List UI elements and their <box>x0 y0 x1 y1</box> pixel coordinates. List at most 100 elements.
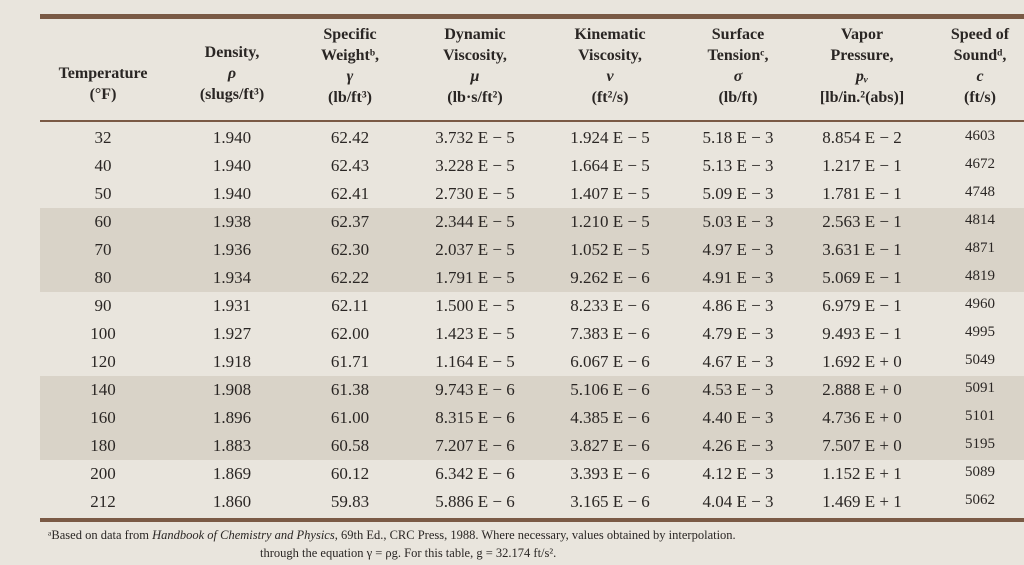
table-cell: 1.210 E − 5 <box>570 212 650 231</box>
table-cell: 6.979 E − 1 <box>822 296 902 315</box>
header-line: Surface <box>711 26 765 43</box>
table-cell: 4.97 E − 3 <box>702 240 774 259</box>
header-line: (ft/s) <box>964 89 996 106</box>
table-cell: 1.664 E − 5 <box>570 156 650 175</box>
table-cell: 3.165 E − 6 <box>570 492 650 511</box>
table-cell: 60 <box>94 212 112 231</box>
header-line: μ <box>470 68 480 85</box>
table-cell: 1.940 <box>212 184 252 203</box>
header-line: pᵥ <box>855 68 869 85</box>
table-cell: 1.936 <box>212 240 252 259</box>
table-cell: 212 <box>90 492 116 511</box>
table-cell: 1.927 <box>212 324 252 343</box>
table-cell: 2.730 E − 5 <box>435 184 515 203</box>
footnote-a: ᵃBased on data from Handbook of Chemistr… <box>48 528 736 543</box>
column-header: Temperature (°F) <box>38 63 168 105</box>
header-line: ρ <box>227 65 237 82</box>
table-cell: 1.500 E − 5 <box>435 296 515 315</box>
table-cell: 62.00 <box>330 324 370 343</box>
table-cell: 61.00 <box>330 408 370 427</box>
table-cell: 120 <box>90 352 116 371</box>
table-cell: 4.91 E − 3 <box>702 268 774 287</box>
header-line: (slugs/ft³) <box>199 86 265 103</box>
header-line: ν <box>606 68 614 85</box>
table-cell: 4.67 E − 3 <box>702 352 774 371</box>
table-cell: 4960 <box>965 296 995 312</box>
table-cell: 4.40 E − 3 <box>702 408 774 427</box>
table-cell: 1.052 E − 5 <box>570 240 650 259</box>
table-cell: 61.71 <box>330 352 370 371</box>
table-cell: 1.938 <box>212 212 252 231</box>
table-cell: 40 <box>94 156 112 175</box>
table-cell: 9.493 E − 1 <box>822 324 902 343</box>
table-cell: 62.11 <box>331 296 369 315</box>
header-line: (ft²/s) <box>591 89 629 106</box>
header-line: c <box>976 68 984 85</box>
table-cell: 5101 <box>965 408 995 424</box>
header-line: Density, <box>204 44 260 61</box>
table-cell: 7.207 E − 6 <box>435 436 515 455</box>
table-cell: 5.106 E − 6 <box>570 380 650 399</box>
table-cell: 61.38 <box>330 380 370 399</box>
table-cell: 4.53 E − 3 <box>702 380 774 399</box>
table-cell: 8.315 E − 6 <box>435 408 515 427</box>
table-cell: 5089 <box>965 464 995 480</box>
table-cell: 3.228 E − 5 <box>435 156 515 175</box>
column-header: Surface Tensionᶜ, σ (lb/ft) <box>673 24 803 108</box>
table-cell: 62.22 <box>330 268 370 287</box>
table-cell: 60.58 <box>330 436 370 455</box>
table-cell: 9.743 E − 6 <box>435 380 515 399</box>
table-cell: 5.09 E − 3 <box>702 184 774 203</box>
table-cell: 200 <box>90 464 116 483</box>
table-cell: 4819 <box>965 268 995 284</box>
table-cell: 1.931 <box>212 296 252 315</box>
table-cell: 32 <box>94 128 112 147</box>
table-cell: 1.407 E − 5 <box>570 184 650 203</box>
header-line: Pressure, <box>830 47 894 64</box>
table-cell: 100 <box>90 324 116 343</box>
table-cell: 3.827 E − 6 <box>570 436 650 455</box>
footnote-source: Handbook of Chemistry and Physics <box>152 528 335 542</box>
table-cell: 1.883 <box>212 436 252 455</box>
table-cell: 1.860 <box>212 492 252 511</box>
bottom-rule <box>40 518 1024 522</box>
header-line: Soundᵈ, <box>953 47 1007 64</box>
table-cell: 1.940 <box>212 128 252 147</box>
table-cell: 1.869 <box>212 464 252 483</box>
table-cell: 9.262 E − 6 <box>570 268 650 287</box>
column-header: Dynamic Viscosity, μ (lb·s/ft²) <box>410 24 540 108</box>
table-cell: 3.393 E − 6 <box>570 464 650 483</box>
table-cell: 1.217 E − 1 <box>822 156 902 175</box>
table-cell: 4.736 E + 0 <box>822 408 902 427</box>
footnote-text: ᵃBased on data from <box>48 528 153 542</box>
table-cell: 4.26 E − 3 <box>702 436 774 455</box>
table-cell: 7.383 E − 6 <box>570 324 650 343</box>
table-cell: 5091 <box>965 380 995 396</box>
header-line: Specific <box>323 26 377 43</box>
column-header: Kinematic Viscosity, ν (ft²/s) <box>545 24 675 108</box>
header-line: γ <box>346 68 354 85</box>
table-cell: 7.507 E + 0 <box>822 436 902 455</box>
table-cell: 60.12 <box>330 464 370 483</box>
table-cell: 1.791 E − 5 <box>435 268 515 287</box>
table-cell: 5.069 E − 1 <box>822 268 902 287</box>
table-cell: 5.13 E − 3 <box>702 156 774 175</box>
header-line: Viscosity, <box>578 47 642 64</box>
table-cell: 2.344 E − 5 <box>435 212 515 231</box>
table-cell: 62.43 <box>330 156 370 175</box>
table-cell: 5195 <box>965 436 995 452</box>
header-line: Vapor <box>840 26 884 43</box>
table-cell: 8.854 E − 2 <box>822 128 902 147</box>
header-line: (lb/ft) <box>718 89 758 106</box>
table-cell: 1.908 <box>212 380 252 399</box>
table-cell: 4.12 E − 3 <box>702 464 774 483</box>
table-cell: 50 <box>94 184 112 203</box>
table-cell: 5.18 E − 3 <box>702 128 774 147</box>
table-cell: 6.067 E − 6 <box>570 352 650 371</box>
table-cell: 4672 <box>965 156 995 172</box>
row-shade <box>40 208 1024 292</box>
table-cell: 4.04 E − 3 <box>702 492 774 511</box>
table-cell: 4871 <box>965 240 995 256</box>
table-cell: 4603 <box>965 128 995 144</box>
